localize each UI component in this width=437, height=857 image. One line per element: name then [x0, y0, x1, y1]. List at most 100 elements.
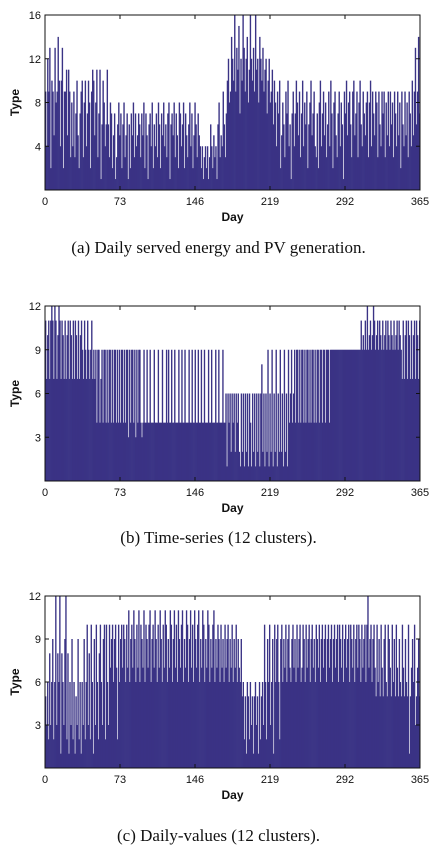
bar — [275, 146, 278, 190]
bar — [265, 739, 268, 768]
bar — [367, 157, 370, 190]
bar — [99, 624, 102, 768]
bar — [149, 349, 151, 481]
bar — [395, 335, 397, 481]
bar — [123, 349, 126, 481]
bar — [97, 349, 99, 481]
bar — [310, 422, 312, 481]
bar — [384, 157, 386, 190]
bar — [90, 91, 93, 190]
bar — [130, 422, 132, 481]
bar — [364, 320, 367, 481]
bar — [208, 624, 210, 768]
bar — [174, 667, 177, 768]
bar — [147, 179, 149, 190]
bar — [308, 422, 310, 481]
bar — [257, 451, 259, 481]
bar — [78, 739, 80, 768]
bar — [105, 124, 107, 191]
bar — [366, 306, 369, 481]
bar — [340, 349, 342, 481]
bar — [130, 113, 133, 190]
bar — [414, 725, 417, 768]
bar — [407, 624, 410, 768]
bar — [405, 135, 407, 190]
bar — [154, 610, 156, 768]
bar — [95, 624, 98, 768]
bar — [290, 179, 292, 190]
bar — [376, 624, 378, 768]
bar — [350, 124, 352, 191]
bar — [113, 639, 116, 768]
bar — [304, 682, 306, 768]
bar — [257, 58, 259, 190]
bar — [52, 320, 54, 481]
bar — [161, 135, 164, 190]
x-axis-label: Day — [221, 210, 243, 224]
bar — [413, 91, 416, 190]
bar — [374, 349, 377, 481]
bar — [121, 168, 123, 191]
bar — [336, 157, 338, 190]
bar — [282, 466, 285, 481]
bar — [201, 422, 204, 481]
bar — [345, 80, 348, 191]
bar — [270, 725, 272, 768]
bar — [274, 624, 276, 768]
bar — [132, 349, 134, 481]
bar — [127, 437, 130, 481]
bar — [47, 58, 49, 190]
bar — [227, 624, 229, 768]
bar — [389, 667, 391, 768]
bar — [74, 320, 77, 481]
bar — [157, 349, 160, 481]
bar — [316, 639, 318, 768]
bar — [330, 349, 333, 481]
bar — [74, 753, 76, 768]
bar — [190, 667, 193, 768]
bar — [408, 753, 411, 768]
bar — [259, 36, 261, 191]
bar — [89, 739, 91, 768]
bar — [367, 596, 369, 768]
bar — [369, 639, 371, 768]
bar — [56, 378, 58, 481]
bar — [344, 349, 346, 481]
bar — [161, 682, 163, 768]
bar — [332, 349, 335, 481]
bar — [199, 422, 202, 481]
bar — [417, 639, 420, 768]
bar — [161, 349, 164, 481]
bar — [271, 349, 273, 481]
bar — [126, 349, 129, 481]
bar — [327, 124, 329, 191]
bar — [145, 422, 147, 481]
bar — [346, 135, 349, 190]
bar — [363, 639, 365, 768]
bar — [212, 422, 214, 481]
bar — [170, 422, 172, 481]
bar — [384, 624, 386, 768]
bar — [385, 102, 387, 190]
bar — [295, 682, 297, 768]
bar — [377, 157, 379, 190]
bar — [382, 113, 384, 190]
bar — [276, 91, 279, 190]
bar — [319, 682, 322, 768]
bar — [391, 624, 393, 768]
bar — [131, 135, 134, 190]
bar — [57, 36, 59, 191]
bar — [160, 639, 162, 768]
bar — [346, 349, 348, 481]
bar — [349, 682, 351, 768]
bar — [196, 422, 199, 481]
bar — [268, 624, 271, 768]
bar — [100, 179, 102, 190]
bar — [243, 47, 245, 191]
bar — [320, 639, 323, 768]
bar — [233, 393, 235, 481]
bar — [60, 378, 62, 481]
bar — [301, 667, 303, 768]
bar — [218, 639, 220, 768]
bar — [337, 682, 340, 768]
